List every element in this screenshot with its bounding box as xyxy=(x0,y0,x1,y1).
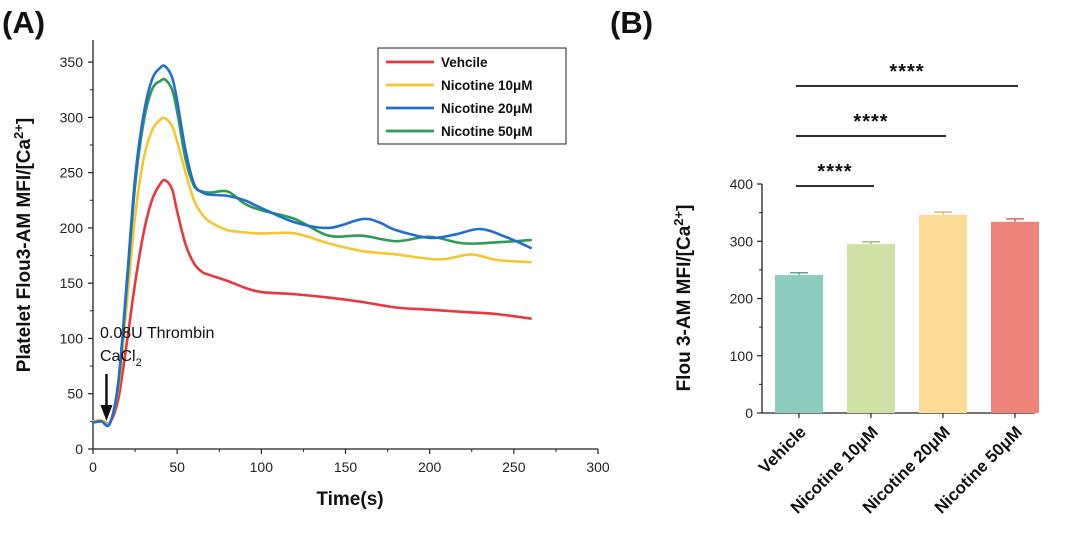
annotation-cacl2-text: CaCl2 xyxy=(100,348,142,369)
bar-nicotine-20um xyxy=(919,214,967,413)
panel-a-y-tick-label: 300 xyxy=(60,109,84,125)
legend-label-vehcile: Vehcile xyxy=(441,55,488,70)
panel-b-bars xyxy=(775,211,1039,413)
panel-a-y-ticks: 0 50 100 150 200 250 300 350 xyxy=(60,54,93,457)
panel-a-x-tick-label: 50 xyxy=(169,459,185,475)
panel-a-y-tick-label: 350 xyxy=(60,54,84,70)
category-label-vehicle: Vehicle xyxy=(755,422,810,477)
panel-b-y-axis-title-sup: 2+ xyxy=(671,210,686,225)
panel-a-y-axis-title-sup: 2+ xyxy=(11,124,26,139)
bar-nicotine-10um xyxy=(847,244,895,413)
panel-b-label: (B) xyxy=(610,5,653,40)
panel-a-y-tick-label: 250 xyxy=(60,165,84,181)
panel-a-y-axis-title: Platelet Flou3-AM MFI/[Ca2+] xyxy=(11,118,35,372)
panel-a-y-tick-label: 100 xyxy=(60,330,84,346)
legend-box xyxy=(377,47,567,145)
bar-vehicle xyxy=(775,275,823,413)
panel-b-y-tick-label: 300 xyxy=(730,233,754,249)
series-line-nicotine-20um xyxy=(91,64,532,428)
legend-label-nicotine-10um: Nicotine 10μM xyxy=(441,78,533,93)
panel-b-y-tick-label: 200 xyxy=(730,291,754,307)
panel-a-x-tick-label: 0 xyxy=(89,459,97,475)
series-line-nicotine-10um xyxy=(91,116,532,426)
panel-a-x-tick-label: 250 xyxy=(502,459,526,475)
bar-nicotine-50um xyxy=(991,221,1039,413)
significance-label-2: **** xyxy=(853,111,888,133)
panel-b-y-ticks: 0 100 200 300 400 xyxy=(730,176,762,421)
annotation-arrow-head xyxy=(100,405,113,421)
annotation-thrombin-text: 0.08U Thrombin xyxy=(100,325,214,342)
panel-a-y-tick-label: 150 xyxy=(60,275,84,291)
significance-label-1: **** xyxy=(817,161,852,183)
panel-a-y-tick-label: 200 xyxy=(60,220,84,236)
panel-a-y-axis-title-main: Platelet Flou3-AM MFI/[Ca xyxy=(14,139,35,373)
annotation-cacl2-sub: 2 xyxy=(136,357,142,369)
panel-b-y-tick-label: 400 xyxy=(730,176,754,192)
panel-b-y-axis-title-main: Flou 3-AM MFI/[Ca xyxy=(674,225,695,391)
panel-b-y-axis-title: Flou 3-AM MFI/[Ca2+] xyxy=(671,205,695,392)
annotation-cacl2-main: CaCl xyxy=(100,348,136,365)
panel-b-significance-brackets: **** **** **** xyxy=(796,61,1018,187)
panel-a-x-tick-label: 300 xyxy=(586,459,610,475)
panel-b-y-tick-label: 0 xyxy=(745,405,753,421)
panel-a-x-axis-title: Time(s) xyxy=(316,489,383,510)
thrombin-annotation: 0.08U Thrombin CaCl2 xyxy=(100,325,214,421)
panel-a-x-tick-label: 150 xyxy=(334,459,358,475)
panel-b-y-axis-title-end: ] xyxy=(674,205,695,211)
panel-a-legend: Vehcile Nicotine 10μM Nicotine 20μM Nicotin… xyxy=(377,47,567,145)
legend-items: Vehcile Nicotine 10μM Nicotine 20μM Nicotin… xyxy=(386,55,533,139)
panel-a-series-group xyxy=(91,64,532,428)
panel-a-y-tick-label: 0 xyxy=(75,441,83,457)
panel-b-bar-chart: (B) 0 100 200 300 400 Flou 3-AM MFI/[Ca2+] V… xyxy=(610,5,1039,517)
panel-a-line-chart: (A) 0 50 100 150 200 250 300 0 50 100 150 200 250 30… xyxy=(2,5,610,510)
legend-label-nicotine-50um: Nicotine 50μM xyxy=(441,124,533,139)
panel-a-x-tick-label: 200 xyxy=(418,459,442,475)
panel-a-y-tick-label: 50 xyxy=(67,386,83,402)
panel-a-x-tick-label: 100 xyxy=(250,459,274,475)
panel-b-y-tick-label: 100 xyxy=(730,348,754,364)
panel-a-y-axis-title-end: ] xyxy=(14,118,35,124)
panel-a-x-ticks: 0 50 100 150 200 250 300 xyxy=(89,449,610,475)
panel-a-label: (A) xyxy=(2,5,45,40)
legend-label-nicotine-20um: Nicotine 20μM xyxy=(441,101,533,116)
significance-label-3: **** xyxy=(889,61,924,83)
series-line-vehcile xyxy=(91,178,532,425)
